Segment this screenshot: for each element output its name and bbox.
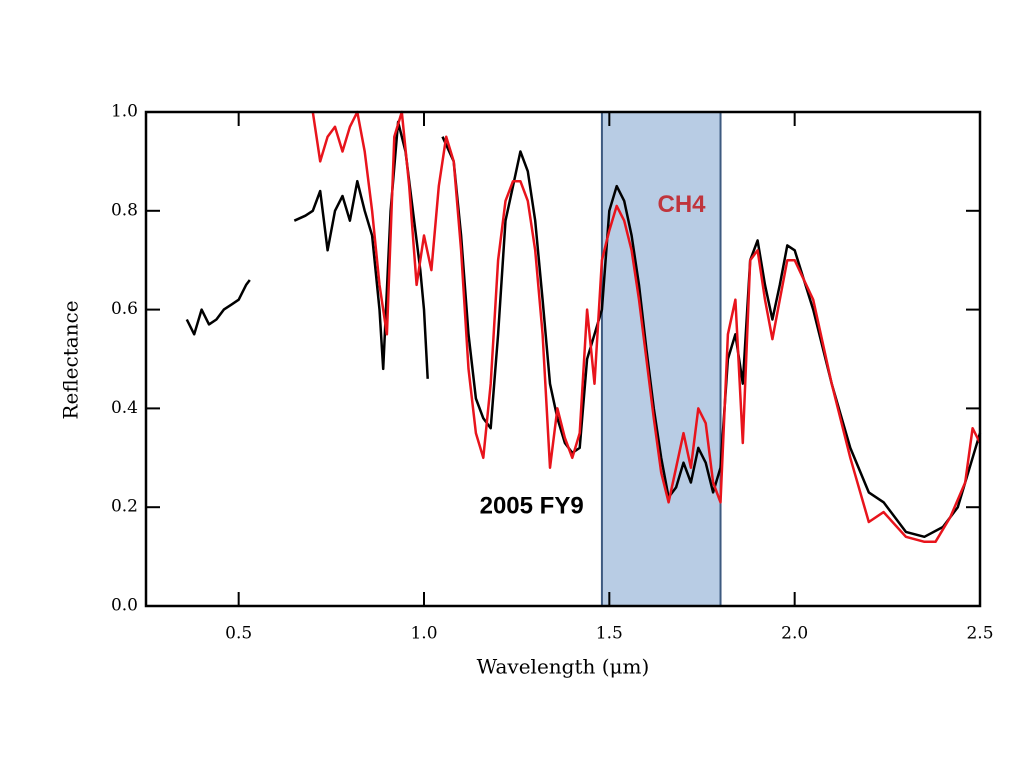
plot-frame (144, 110, 982, 608)
annotation: CH4 (658, 191, 707, 218)
y-tick-label: 0.2 (111, 497, 138, 517)
x-tick-label: 2.5 (966, 624, 993, 644)
x-tick-label: 1.0 (410, 624, 437, 644)
y-tick-label: 1.0 (111, 102, 138, 122)
y-tick-label: 0.4 (111, 398, 138, 418)
spectrum-line (311, 110, 982, 544)
x-tick-label: 1.5 (596, 624, 623, 644)
x-tick-label: 0.5 (225, 624, 252, 644)
y-axis-label: Reflectance (59, 300, 83, 419)
x-tick-label: 2.0 (781, 624, 808, 644)
x-axis-label: Wavelength (μm) (477, 655, 650, 679)
annotation: 2005 FY9 (480, 493, 584, 520)
y-tick-label: 0.8 (111, 200, 138, 220)
y-tick-label: 0.6 (111, 299, 138, 319)
shaded-band (600, 111, 722, 607)
y-tick-label: 0.0 (111, 596, 138, 616)
spectrum-line (185, 120, 982, 539)
